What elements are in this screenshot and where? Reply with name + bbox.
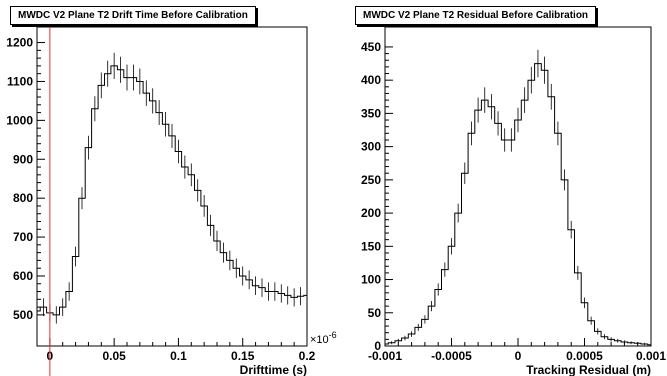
chart-title-left: MWDC V2 Plane T2 Drift Time Before Calib…: [10, 6, 256, 25]
chart-title-right: MWDC V2 Plane T2 Residual Before Calibra…: [355, 6, 597, 25]
y-tick-label: 900: [13, 152, 33, 166]
residual-panel: 0 50 100 150 200 250 300 350 400 450 -0.001 -0.0005…: [361, 26, 666, 376]
y-tick-label: 700: [13, 230, 33, 244]
y-tick-label: 1200: [6, 36, 33, 50]
y-tick-label: 50: [368, 306, 382, 320]
x-tick-label: 0.15: [231, 349, 255, 363]
x-axis-title: Tracking Residual (m): [526, 363, 651, 376]
x-tick-label: 0.2: [299, 349, 316, 363]
x-tick-label: 0.001: [636, 349, 666, 363]
y-tick-label: 500: [13, 308, 33, 322]
y-tick-label: 100: [361, 273, 381, 287]
y-tick-label: 350: [361, 106, 381, 120]
y-tick-label: 800: [13, 191, 33, 205]
histogram-series: [385, 63, 651, 346]
x-tick-label: -0.0005: [431, 349, 472, 363]
y-tick-label: 250: [361, 173, 381, 187]
y-tick-label: 150: [361, 239, 381, 253]
x-axis-title: Drifttime (s): [240, 363, 307, 376]
x-exponent-power: -6: [329, 330, 337, 340]
x-tick-label: 0: [515, 349, 522, 363]
y-tick-label: 0: [374, 339, 381, 353]
y-tick-label: 200: [361, 206, 381, 220]
drift-time-panel: 50060070080090010001100120000.050.10.150…: [6, 26, 337, 376]
plot-frame: [384, 26, 652, 347]
y-tick-label: 300: [361, 140, 381, 154]
x-tick-label: 0.05: [102, 349, 126, 363]
y-tick-label: 1000: [6, 113, 33, 127]
y-tick-label: 600: [13, 269, 33, 283]
y-tick-label: 450: [361, 40, 381, 54]
y-tick-label: 400: [361, 73, 381, 87]
x-tick-label: 0.0005: [566, 349, 603, 363]
y-tick-label: 1100: [7, 74, 33, 88]
x-exponent-label: ×10-6: [310, 330, 337, 346]
x-tick-label: 0.1: [170, 349, 187, 363]
histogram-series: [37, 65, 307, 316]
plot-frame: [36, 26, 308, 347]
x-tick-label: -0.001: [368, 349, 402, 363]
